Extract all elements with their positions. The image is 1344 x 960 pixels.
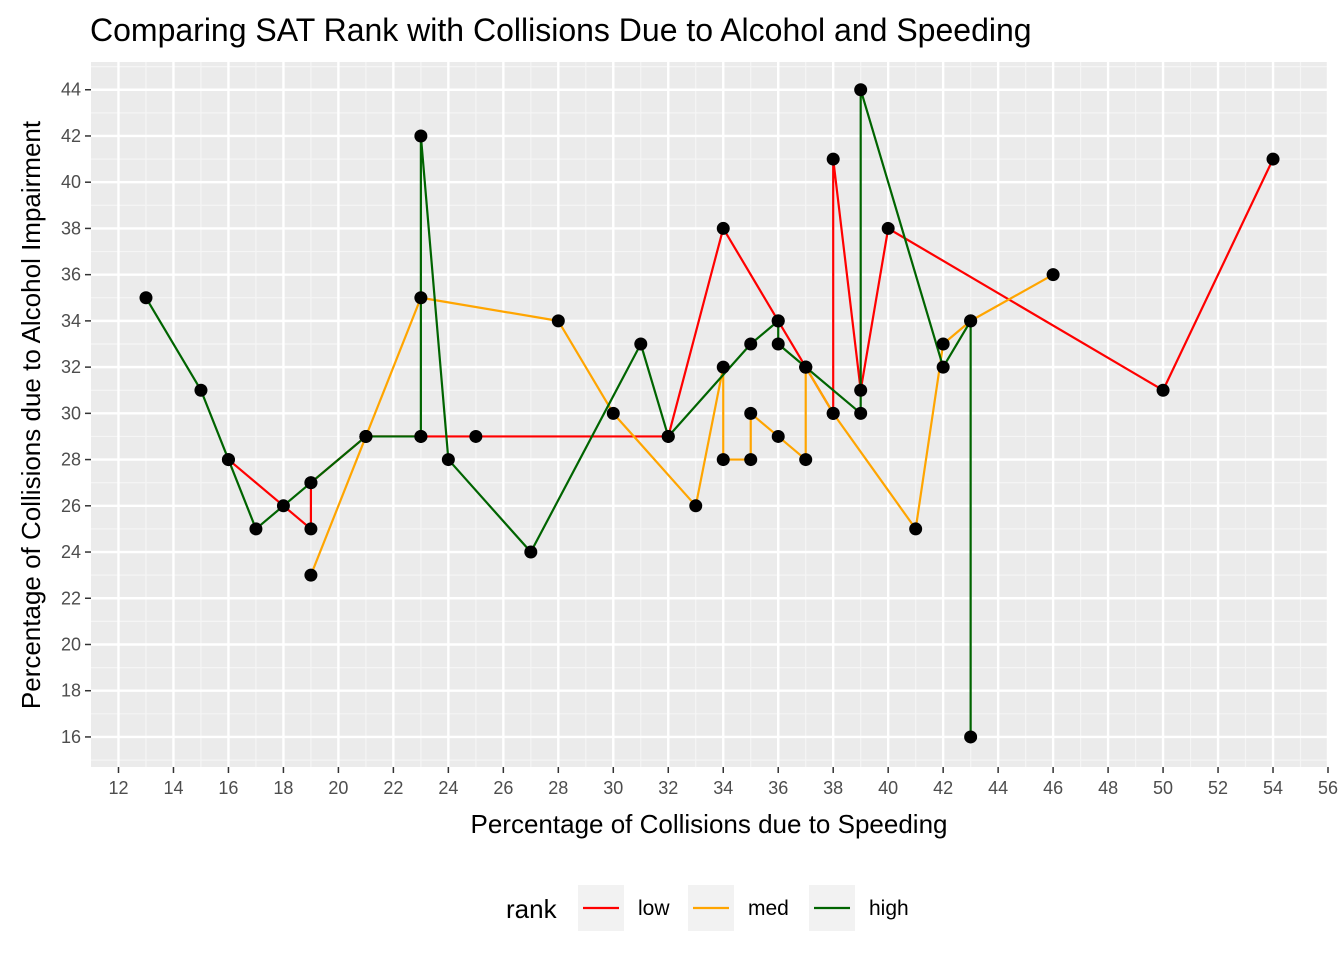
point-med	[716, 453, 730, 467]
series-line-med	[309, 273, 1054, 576]
point-low	[881, 221, 895, 235]
point-med	[606, 406, 620, 420]
point-med	[304, 568, 318, 582]
point-high	[744, 337, 758, 351]
y-tick-label: 34	[61, 311, 81, 331]
y-tick-label: 20	[61, 634, 81, 654]
y-tick-label: 30	[61, 403, 81, 423]
point-high	[194, 383, 208, 397]
x-tick-label: 22	[383, 778, 403, 798]
point-med	[716, 360, 730, 374]
x-tick-label: 38	[823, 778, 843, 798]
point-med	[689, 499, 703, 513]
x-tick-label: 52	[1208, 778, 1228, 798]
point-med	[799, 453, 813, 467]
legend: rank low med high	[506, 885, 909, 931]
point-med	[1046, 268, 1060, 282]
point-low	[276, 499, 290, 513]
point-low	[469, 429, 483, 443]
point-high	[304, 476, 318, 490]
x-tick-label: 36	[768, 778, 788, 798]
x-tick-label: 26	[493, 778, 513, 798]
x-tick-label: 42	[933, 778, 953, 798]
y-tick-label: 24	[61, 542, 81, 562]
x-tick-label: 54	[1263, 778, 1283, 798]
x-tick-label: 48	[1098, 778, 1118, 798]
point-high	[771, 337, 785, 351]
point-low	[304, 522, 318, 536]
x-tick-label: 12	[108, 778, 128, 798]
y-tick-label: 22	[61, 588, 81, 608]
y-tick-label: 44	[61, 80, 81, 100]
legend-title: rank	[506, 894, 558, 924]
y-tick-label: 28	[61, 450, 81, 470]
point-high	[249, 522, 263, 536]
point-med	[551, 314, 565, 328]
x-tick-label: 20	[328, 778, 348, 798]
x-tick-label: 34	[713, 778, 733, 798]
chart-title: Comparing SAT Rank with Collisions Due t…	[90, 12, 1032, 48]
x-tick-label: 16	[218, 778, 238, 798]
point-low	[826, 152, 840, 166]
point-high	[771, 314, 785, 328]
y-tick-label: 42	[61, 126, 81, 146]
point-high	[854, 83, 868, 97]
legend-label-low: low	[638, 897, 670, 920]
legend-label-med: med	[748, 897, 789, 920]
point-low	[716, 221, 730, 235]
point-high	[634, 337, 648, 351]
x-tick-label: 46	[1043, 778, 1063, 798]
y-axis-title: Percentage of Collisions due to Alcohol …	[16, 120, 46, 709]
x-tick-label: 18	[273, 778, 293, 798]
y-tick-label: 36	[61, 265, 81, 285]
point-high	[139, 291, 153, 305]
point-med	[744, 453, 758, 467]
x-tick-label: 14	[163, 778, 183, 798]
x-tick-label: 24	[438, 778, 458, 798]
x-tick-label: 50	[1153, 778, 1173, 798]
point-high	[359, 429, 373, 443]
point-high	[414, 129, 428, 143]
point-high	[936, 360, 950, 374]
point-med	[744, 406, 758, 420]
point-high	[964, 730, 978, 744]
x-axis: 12 14 16 18 20 22 24 26 28 30 32 34 36 38 40 42 44 46 48 50…	[108, 767, 1338, 798]
point-high	[414, 429, 428, 443]
point-low	[1156, 383, 1170, 397]
y-tick-label: 38	[61, 218, 81, 238]
data-points	[139, 83, 1280, 744]
x-tick-label: 56	[1318, 778, 1338, 798]
y-tick-label: 16	[61, 727, 81, 747]
point-med	[936, 337, 950, 351]
y-tick-label: 18	[61, 681, 81, 701]
x-tick-label: 28	[548, 778, 568, 798]
legend-label-high: high	[869, 897, 909, 920]
point-high	[221, 453, 235, 467]
point-med	[414, 291, 428, 305]
point-high	[854, 406, 868, 420]
x-tick-label: 44	[988, 778, 1008, 798]
point-med	[909, 522, 923, 536]
y-tick-label: 26	[61, 496, 81, 516]
point-med	[826, 406, 840, 420]
x-tick-label: 32	[658, 778, 678, 798]
y-axis: 16 18 20 22 24 26 28 30 32 34 36 38 40 42 44	[61, 80, 91, 747]
point-high	[661, 429, 675, 443]
point-low	[854, 383, 868, 397]
point-high	[441, 453, 455, 467]
point-high	[524, 545, 538, 559]
point-med	[771, 429, 785, 443]
x-axis-title: Percentage of Collisions due to Speeding	[471, 809, 948, 839]
point-high	[799, 360, 813, 374]
x-tick-label: 30	[603, 778, 623, 798]
point-low	[1266, 152, 1280, 166]
x-tick-label: 40	[878, 778, 898, 798]
y-tick-label: 40	[61, 172, 81, 192]
y-tick-label: 32	[61, 357, 81, 377]
point-high	[964, 314, 978, 328]
